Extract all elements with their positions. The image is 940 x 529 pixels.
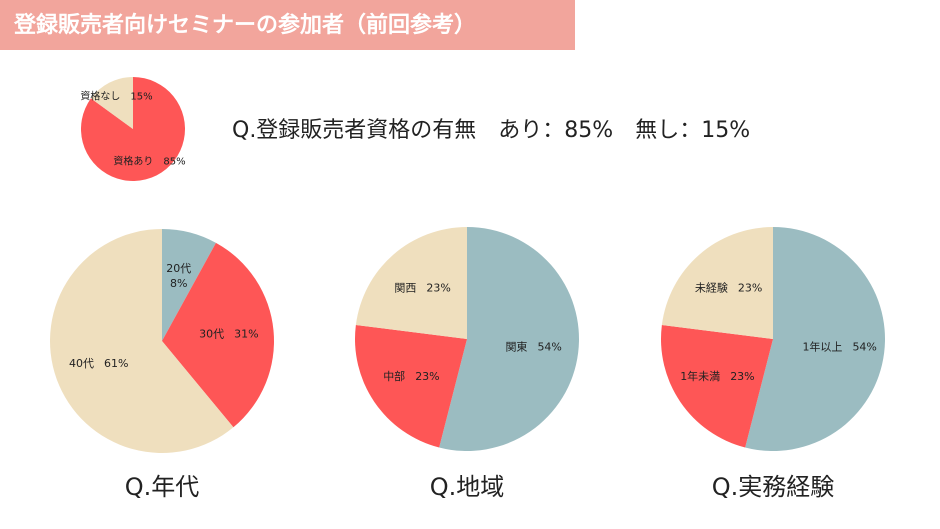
slice-label: 関東 54%	[505, 340, 561, 353]
slice-label: 資格あり 85%	[113, 154, 185, 167]
slice-value-label: 85%	[163, 156, 185, 167]
pie-slice	[661, 227, 773, 339]
pie-slice	[745, 227, 885, 451]
slice-category: 30代	[199, 328, 224, 341]
pie-slice	[355, 324, 467, 448]
title-banner	[0, 0, 575, 50]
slice-value-label: 23%	[730, 370, 754, 383]
slice-label: 資格なし 15%	[80, 90, 152, 103]
slice-value-label: 23%	[426, 282, 450, 295]
chart-title: Q.年代	[125, 473, 200, 501]
slice-category: 未経験	[695, 281, 728, 295]
slice-label: 中部 23%	[383, 369, 439, 383]
slice-label: 未経験 23%	[695, 281, 762, 295]
chart-title: Q.地域	[430, 473, 505, 501]
slice-value-label: 54%	[537, 340, 561, 353]
slice-label: 関西 23%	[394, 282, 450, 295]
slice-category: 40代	[69, 357, 94, 370]
pie-slice	[49, 229, 234, 453]
pie-slice	[439, 227, 579, 451]
slice-category: 関西	[394, 282, 416, 295]
pie-slice	[162, 229, 216, 341]
slice-label: 40代 61%	[69, 357, 128, 370]
slice-value-label: 8%	[170, 277, 187, 290]
chart-title: Q.実務経験	[712, 473, 835, 501]
slice-category: 資格あり	[113, 154, 153, 167]
slice-value-label: 54%	[852, 340, 876, 353]
pie-slice	[162, 242, 274, 428]
slice-label: 20代 8%	[166, 262, 191, 290]
slice-category: 中部	[383, 369, 405, 383]
slice-category: 資格なし	[80, 90, 120, 103]
slice-label: 1年以上 54%	[802, 339, 876, 353]
slice-value-label: 23%	[738, 282, 762, 295]
slice-category: 1年未満	[680, 369, 720, 383]
slice-value-label: 31%	[234, 328, 258, 341]
slide-title: 登録販売者向けセミナーの参加者（前回参考）	[13, 12, 476, 38]
slice-value-label: 23%	[415, 370, 439, 383]
pie-slice	[81, 77, 185, 181]
slice-category: 関東	[505, 340, 527, 353]
pie-slice	[661, 324, 773, 448]
pie-slice	[355, 227, 467, 339]
pie-slice	[90, 77, 133, 129]
slice-value-label: 61%	[104, 357, 128, 370]
slice-category: 20代	[166, 262, 191, 275]
slice-category: 1年以上	[802, 339, 842, 353]
chart-title: Q.登録販売者資格の有無 あり：85% 無し：15%	[232, 118, 750, 143]
slice-label: 30代 31%	[199, 328, 258, 341]
slice-label: 1年未満 23%	[680, 369, 754, 383]
slice-value-label: 15%	[130, 92, 152, 103]
